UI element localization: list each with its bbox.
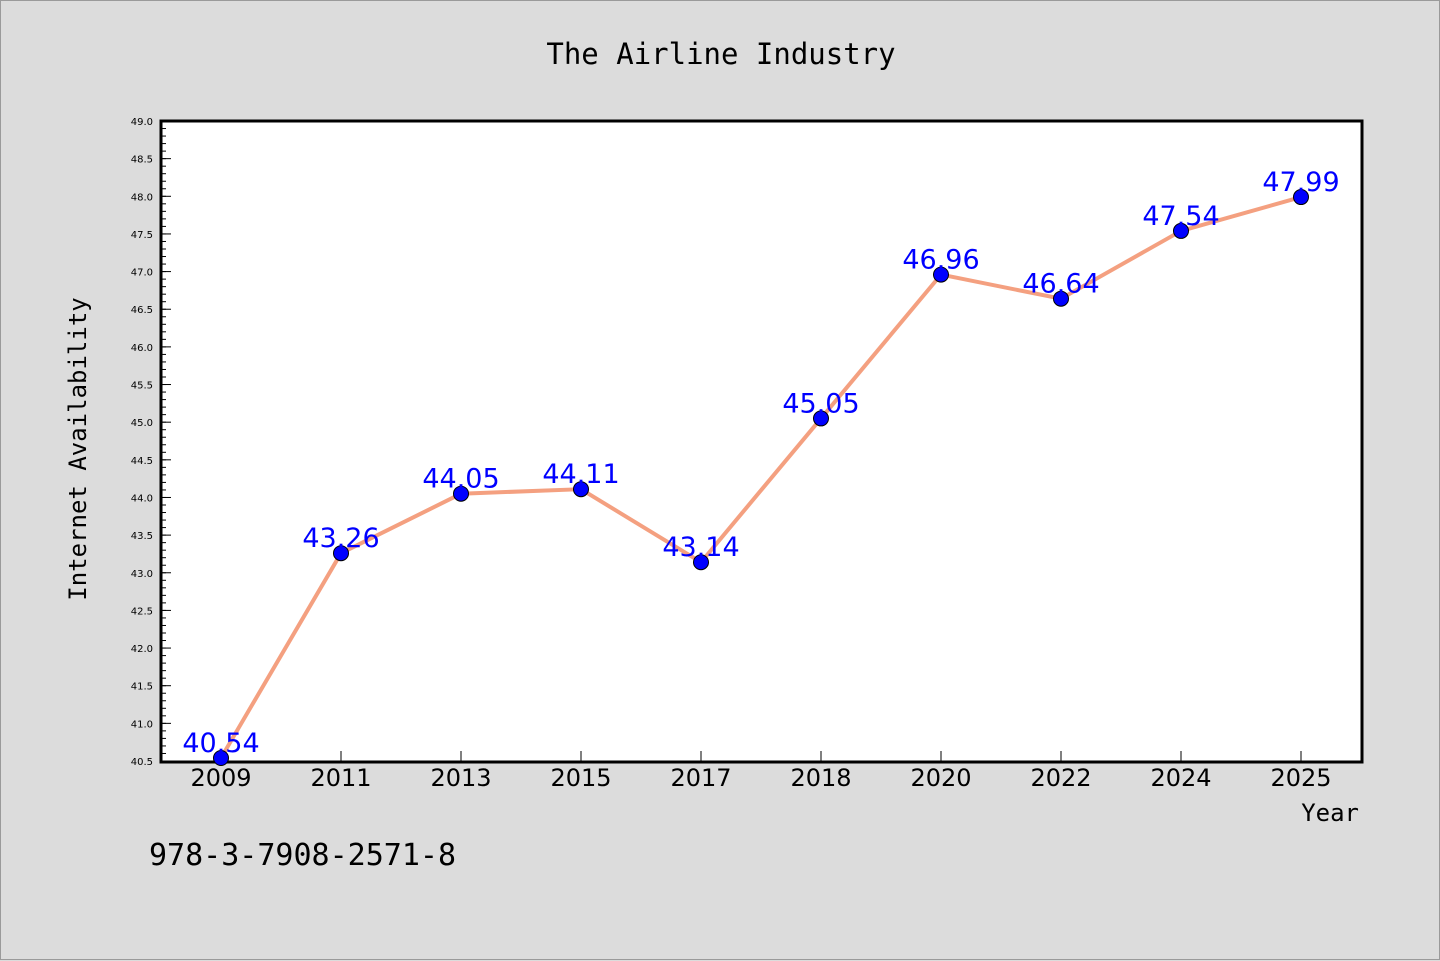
data-labels: 40.54 43.26 44.05 44.11 43.14 45.05 46.96 46.64… <box>182 167 1339 759</box>
x-axis-label: Year <box>1301 799 1359 827</box>
data-point <box>1053 290 1069 307</box>
data-label: 40.54 <box>182 728 259 759</box>
x-tick-label: 2009 <box>190 764 251 792</box>
data-label: 44.05 <box>422 464 499 495</box>
y-tick-label: 47.5 <box>131 230 153 241</box>
data-point <box>213 749 229 766</box>
x-tick-label: 2024 <box>1150 764 1211 792</box>
data-label: 46.64 <box>1022 269 1099 300</box>
data-label: 44.11 <box>542 459 619 490</box>
y-tick-label: 43.5 <box>131 531 153 542</box>
y-tick-label: 48.0 <box>131 192 153 203</box>
data-label: 46.96 <box>902 245 979 276</box>
x-tick-label: 2020 <box>910 764 971 792</box>
y-tick-label: 42.5 <box>131 606 153 617</box>
y-tick-label: 47.0 <box>131 268 153 279</box>
x-tick-label: 2025 <box>1270 764 1331 792</box>
y-tick-label: 45.5 <box>131 381 153 392</box>
x-tick-label: 2017 <box>670 764 731 792</box>
y-tick-label: 43.0 <box>131 569 153 580</box>
data-point <box>573 481 589 498</box>
y-tick-label: 48.5 <box>131 155 153 166</box>
x-tick-label: 2022 <box>1030 764 1091 792</box>
x-tick-label: 2015 <box>550 764 611 792</box>
data-point <box>813 410 829 427</box>
x-tick-label: 2018 <box>790 764 851 792</box>
data-point <box>933 266 949 283</box>
data-markers <box>213 189 1309 766</box>
y-tick-label: 41.5 <box>131 682 153 693</box>
x-tick-label: 2013 <box>430 764 491 792</box>
y-tick-label: 44.5 <box>131 456 153 467</box>
chart-title: The Airline Industry <box>546 37 895 71</box>
y-tick-label: 46.5 <box>131 305 153 316</box>
y-tick-label: 46.0 <box>131 343 153 354</box>
data-point <box>693 554 709 571</box>
y-axis-label: Internet Availability <box>64 297 92 600</box>
data-label: 47.54 <box>1142 201 1219 232</box>
y-tick-label: 40.5 <box>131 757 153 768</box>
x-axis-ticks: 2009 2011 2013 2015 2017 2018 2020 2022 2024 2025 <box>190 751 1332 792</box>
y-tick-label: 42.0 <box>131 644 153 655</box>
data-point <box>1173 222 1189 239</box>
plot-area <box>159 119 1364 764</box>
data-label: 43.26 <box>302 523 379 554</box>
data-point <box>453 485 469 502</box>
data-label: 43.14 <box>662 532 739 563</box>
data-point <box>333 545 349 562</box>
data-label: 45.05 <box>782 388 859 419</box>
series-line <box>219 195 1302 759</box>
y-tick-label: 44.0 <box>131 493 153 504</box>
x-tick-label: 2011 <box>310 764 371 792</box>
y-tick-label: 49.0 <box>131 117 153 128</box>
y-axis-ticks: 40.5 41.0 41.5 42.0 42.5 43.0 43.5 44.0 44.5 45.0… <box>131 117 171 768</box>
y-tick-label: 41.0 <box>131 719 153 730</box>
y-tick-label: 45.0 <box>131 418 153 429</box>
data-label: 47.99 <box>1262 167 1339 198</box>
footer-code: 978-3-7908-2571-8 <box>149 838 456 873</box>
data-point <box>1293 189 1309 206</box>
